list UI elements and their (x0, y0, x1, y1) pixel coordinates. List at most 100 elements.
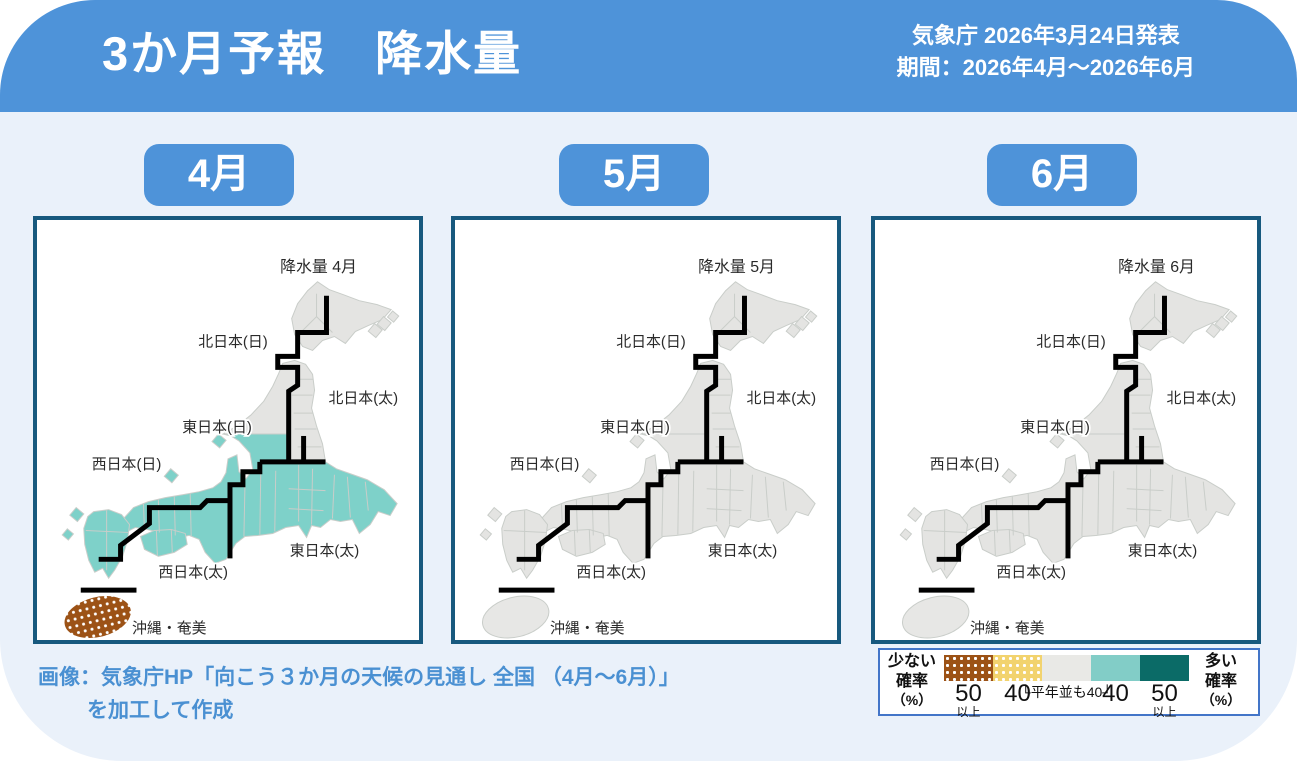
prefecture-border (588, 529, 591, 553)
legend-label-line: 多い (1204, 653, 1237, 670)
prefecture-border (1139, 316, 1155, 332)
label-west-pacific: 西日本(太) (158, 564, 228, 581)
region-boundary-line (1065, 461, 1101, 559)
legend-swatch-dry-50: 50 以上 (944, 655, 993, 718)
small-island (785, 322, 801, 339)
map-region-okinawa-amami (482, 595, 550, 639)
small-island (899, 528, 913, 541)
small-island (1224, 310, 1238, 323)
label-west-pacific: 西日本(太) (576, 564, 646, 581)
prefecture-border (189, 493, 192, 537)
map-title: 降水量 5月 (698, 258, 775, 276)
prefecture-border (346, 476, 351, 518)
prefecture-border (243, 486, 246, 537)
map-region-shikoku (977, 528, 1026, 557)
prefecture-border (993, 530, 996, 556)
legend-label-line: （%） (1200, 692, 1242, 708)
legend-color-wet-40 (1091, 655, 1140, 681)
prefecture-border (1027, 493, 1030, 537)
small-island (804, 310, 818, 323)
label-west-pacific: 西日本(太) (996, 564, 1066, 581)
legend-color-bar: 50 以上 40 └平年並も40┘ 40 50 以上 (944, 655, 1189, 718)
prefecture-border (1112, 470, 1115, 532)
label-north-pacific: 北日本(太) (329, 390, 399, 407)
label-north-pacific: 北日本(太) (1167, 390, 1237, 407)
small-island (163, 468, 180, 484)
legend-value: 40 (1004, 680, 1031, 707)
region-boundary-line (693, 295, 747, 462)
small-island (367, 322, 383, 339)
small-island (1214, 315, 1230, 332)
legend-label-line: （%） (891, 692, 933, 708)
map-region-hokkaido (291, 281, 393, 352)
label-north-sea: 北日本(日) (616, 333, 686, 350)
label-east-pacific: 東日本(太) (708, 542, 778, 559)
label-okinawa: 沖縄・奄美 (132, 620, 207, 637)
prefecture-border (1126, 488, 1164, 492)
forecast-period: 期間：2026年4月〜2026年6月 (896, 54, 1195, 80)
small-island (69, 506, 85, 523)
legend-label-line: 確率 (1204, 673, 1237, 690)
map-region-okinawa-amami (64, 596, 131, 638)
region-boundary-line (227, 461, 263, 559)
caption-line1: 画像：気象庁HP「向こう３か月の天候の見通し 全国 （4月〜6月）」 (38, 666, 680, 689)
map-panel-april: 降水量 4月 北日本(日) 北日本(太) 東日本(日) 西日本(日) 東日本(太) 西日本(… (33, 216, 423, 644)
legend-less-label: 少ない確率 （%） (880, 650, 944, 710)
map-region-okinawa-amami (902, 595, 970, 639)
small-island (1049, 433, 1065, 449)
small-island (386, 310, 400, 323)
prefecture-border (331, 474, 335, 519)
prefecture-border (591, 496, 594, 536)
legend-color-dry-40 (993, 655, 1042, 681)
map-panel-may: 降水量 5月 北日本(日) 北日本(太) 東日本(日) 西日本(日) 東日本(太) 西日本(… (451, 216, 841, 644)
legend-value: 40 (1102, 680, 1129, 707)
prefecture-border (1126, 508, 1162, 512)
small-island (211, 433, 227, 449)
label-east-sea: 東日本(日) (600, 419, 670, 436)
legend-label-line: 少ない (887, 653, 936, 670)
region-boundary-line (645, 461, 681, 559)
legend-value: 50 (955, 680, 982, 707)
label-okinawa: 沖縄・奄美 (970, 620, 1045, 637)
small-island (794, 315, 810, 332)
prefecture-border (719, 316, 735, 332)
small-island (1001, 468, 1018, 484)
legend-swatch-normal: └平年並も40┘ (1021, 655, 1112, 718)
prefecture-border (1081, 486, 1084, 537)
prefecture-border (749, 474, 753, 519)
prefecture-border (301, 316, 317, 332)
header-bar: 3か月予報 降水量 気象庁 2026年3月24日発表 期間：2026年4月〜20… (0, 0, 1297, 112)
prefecture-border (677, 466, 680, 535)
legend-label-line: 確率 (895, 673, 928, 690)
map-region-hokkaido (1129, 281, 1231, 352)
prefecture-border (311, 468, 314, 525)
region-boundary-line (1113, 295, 1167, 462)
prefecture-border (1149, 468, 1152, 525)
caption-line2: を加工して作成 (87, 698, 234, 722)
legend-near-normal-bracket: └平年並も40┘ (1020, 684, 1113, 700)
small-island (1205, 322, 1221, 339)
small-island (61, 528, 75, 541)
prefecture-border (661, 486, 664, 537)
prefecture-border (155, 530, 158, 556)
map-region-hokkaido (709, 281, 811, 352)
label-north-pacific: 北日本(太) (747, 390, 817, 407)
prefecture-border (706, 488, 744, 492)
legend-color-normal (1042, 655, 1091, 681)
label-east-sea: 東日本(日) (182, 419, 252, 436)
region-boundary-line (275, 295, 329, 462)
prefecture-border (729, 468, 732, 525)
small-island (581, 468, 598, 484)
legend-swatch-wet-40: 40 (1091, 655, 1140, 718)
label-okinawa: 沖縄・奄美 (550, 620, 625, 637)
legend-color-dry-50 (944, 655, 993, 681)
legend-swatch-dry-40: 40 (993, 655, 1042, 718)
label-east-sea: 東日本(日) (1020, 419, 1090, 436)
label-west-sea: 西日本(日) (92, 456, 162, 473)
prefecture-border (1008, 529, 1011, 553)
region-boundary-line (98, 498, 230, 562)
label-north-sea: 北日本(日) (1036, 333, 1106, 350)
small-island (907, 506, 923, 523)
